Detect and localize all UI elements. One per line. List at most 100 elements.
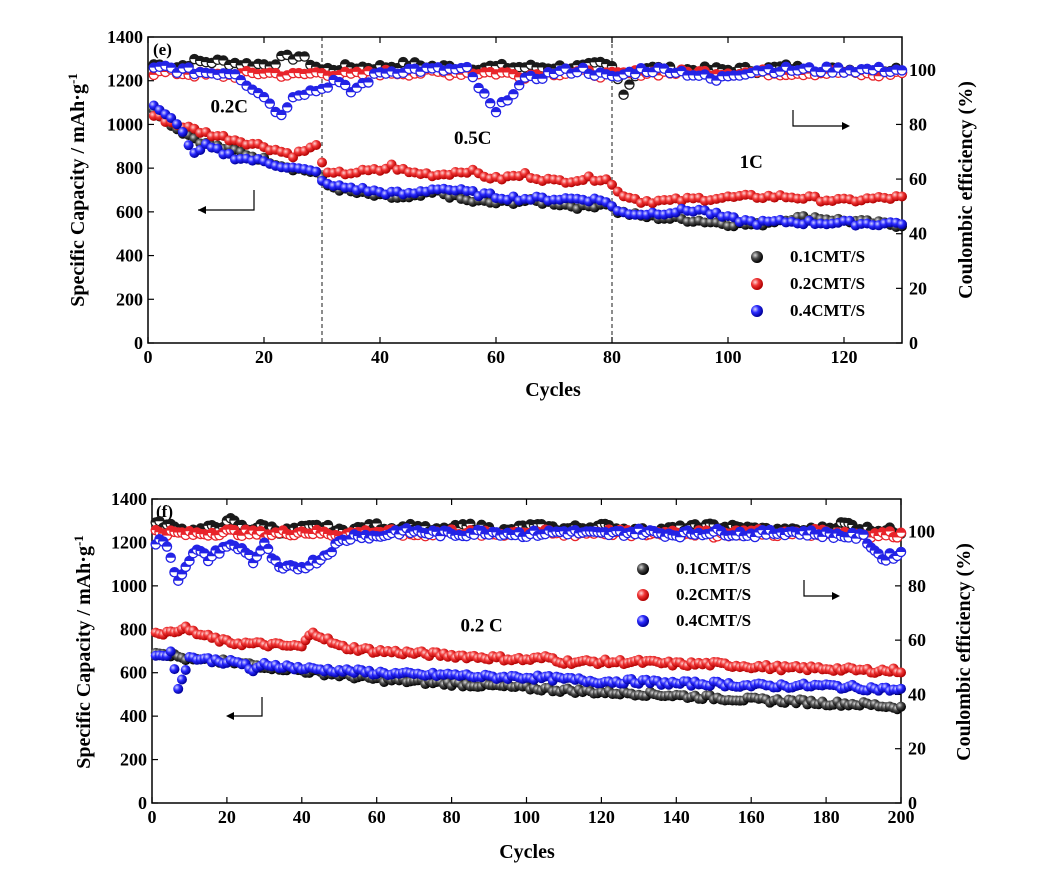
efficiency-point-0-4cmt-s [513, 80, 525, 91]
efficiency-point-0-4cmt-s [183, 62, 194, 73]
legend-marker [637, 615, 649, 627]
rate-label: 1C [740, 152, 763, 173]
efficiency-point-0-1cmt-s [270, 59, 281, 70]
efficiency-point-0-1cmt-s [299, 51, 310, 62]
data-marks [150, 513, 907, 715]
legend-label: 0.2CMT/S [790, 274, 865, 293]
efficiency-point-0-4cmt-s [184, 555, 195, 567]
rate-labels: 0.2 C [460, 615, 502, 636]
efficiency-point-0-4cmt-s [264, 98, 276, 109]
legend-marker [751, 305, 763, 317]
y2-tick-label: 60 [908, 630, 926, 650]
legend-marker [637, 589, 649, 601]
capacity-point-0-2cmt-s [311, 140, 322, 151]
x-tick-label: 0 [148, 807, 157, 827]
axis-ticks: 0 20 40 60 80 100 120 140 160 180 200 0 200 400 600 800… [111, 489, 935, 827]
y-axis-title-main: Specific Capacity / mAh·g [67, 84, 89, 307]
efficiency-point-0-4cmt-s [479, 88, 490, 99]
x-axis-title: Cycles [525, 379, 581, 401]
y-tick-label: 0 [138, 793, 147, 813]
efficiency-point-0-4cmt-s [339, 79, 351, 91]
efficiency-point-0-2cmt-s [895, 527, 907, 539]
efficiency-point-0-4cmt-s [299, 89, 310, 101]
legend: 0.1CMT/S 0.2CMT/S 0.4CMT/S [637, 559, 751, 630]
efficiency-point-0-4cmt-s [363, 77, 374, 88]
capacity-point-0-4cmt-s [183, 140, 194, 151]
capacity-point-0-2cmt-s [607, 179, 617, 190]
x-tick-label: 120 [588, 807, 615, 827]
y-axis-title-main: Specific Capacity / mAh·g [73, 546, 95, 769]
efficiency-point-0-4cmt-s [258, 91, 270, 103]
rate-label: 0.2C [210, 96, 247, 117]
y2-tick-label: 80 [908, 576, 926, 596]
efficiency-point-0-4cmt-s [165, 552, 176, 563]
y-tick-label: 1200 [107, 71, 143, 91]
y-tick-label: 800 [120, 619, 147, 639]
legend-marker [751, 278, 763, 290]
y2-axis-title: Coulombic efficiency (%) [953, 543, 975, 761]
x-tick-label: 160 [738, 807, 765, 827]
capacity-point-0-4cmt-s [172, 119, 182, 130]
legend: 0.1CMT/S 0.2CMT/S 0.4CMT/S [751, 247, 865, 320]
data-marks [148, 49, 908, 232]
y-tick-label: 200 [120, 750, 147, 770]
x-tick-label: 180 [813, 807, 840, 827]
capacity-point-0-4cmt-s [177, 127, 188, 138]
efficiency-point-0-4cmt-s [858, 529, 869, 540]
efficiency-point-0-4cmt-s [467, 71, 479, 83]
capacity-point-0-2cmt-s [896, 667, 906, 678]
legend-marker [751, 251, 763, 263]
legend-label: 0.4CMT/S [676, 611, 751, 630]
y-tick-label: 0 [134, 333, 143, 353]
capacity-point-0-4cmt-s [176, 674, 187, 685]
y-tick-label: 1000 [107, 114, 143, 134]
x-tick-label: 0 [144, 347, 153, 367]
x-tick-label: 40 [293, 807, 311, 827]
x-tick-label: 60 [487, 347, 505, 367]
x-tick-label: 200 [888, 807, 915, 827]
capacity-point-0-2cmt-s [317, 157, 327, 168]
left-axis-arrow [198, 190, 255, 211]
y2-tick-label: 20 [908, 739, 926, 759]
capacity-point-0-1cmt-s [896, 701, 906, 712]
efficiency-point-0-4cmt-s [896, 65, 908, 76]
x-tick-label: 60 [368, 807, 386, 827]
arrows [198, 110, 850, 214]
y-axis-title-superscript: -1 [71, 535, 86, 546]
left-axis-arrow [230, 697, 263, 717]
chart-panel-e: (e) Cycles Specific Capacity / mAh·g-1 C… [65, 27, 978, 401]
x-tick-label: 140 [663, 807, 690, 827]
left-axis-arrowhead [198, 206, 206, 214]
chart-panel-f: (f) Cycles Specific Capacity / mAh·g-1 C… [71, 489, 976, 863]
arrows [226, 580, 840, 720]
capacity-point-0-4cmt-s [173, 683, 184, 694]
efficiency-point-0-4cmt-s [537, 73, 548, 84]
y2-tick-label: 20 [909, 278, 927, 298]
efficiency-point-0-4cmt-s [895, 546, 907, 558]
y2-tick-label: 100 [909, 60, 936, 80]
y-tick-label: 1400 [107, 27, 143, 47]
y-tick-label: 600 [116, 202, 143, 222]
efficiency-point-0-4cmt-s [161, 541, 173, 552]
y2-tick-label: 40 [908, 684, 926, 704]
capacity-point-0-4cmt-s [311, 166, 322, 177]
y-tick-label: 600 [120, 663, 147, 683]
efficiency-point-0-4cmt-s [821, 61, 832, 72]
efficiency-point-0-4cmt-s [461, 61, 473, 73]
right-axis-arrowhead [832, 592, 840, 600]
y-tick-label: 200 [116, 289, 143, 309]
x-tick-label: 100 [715, 347, 742, 367]
x-tick-label: 20 [255, 347, 273, 367]
capacity-point-0-4cmt-s [180, 665, 191, 676]
axis-ticks: 0 20 40 60 80 100 1200200400600800100012001400… [107, 27, 936, 367]
capacity-point-0-4cmt-s [169, 664, 180, 675]
right-axis-arrowhead [842, 122, 850, 130]
rate-labels: 0.2C 0.5C 1C [210, 96, 762, 173]
y-axis-title-superscript: -1 [65, 73, 80, 84]
y-tick-label: 1000 [111, 576, 147, 596]
y-tick-label: 400 [120, 706, 147, 726]
plot-area-frame [147, 36, 903, 344]
y2-axis-title: Coulombic efficiency (%) [955, 81, 977, 299]
x-tick-label: 100 [513, 807, 540, 827]
efficiency-point-0-1cmt-s [624, 79, 635, 90]
